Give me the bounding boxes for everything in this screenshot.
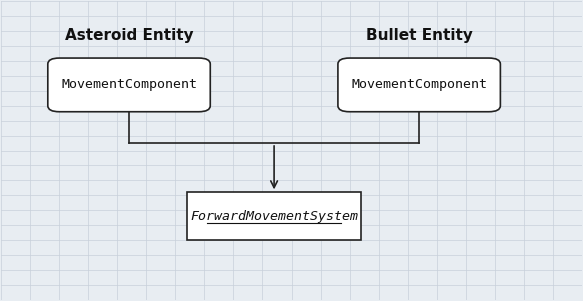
Text: Bullet Entity: Bullet Entity: [366, 28, 473, 43]
Text: ForwardMovementSystem: ForwardMovementSystem: [190, 209, 358, 223]
Text: MovementComponent: MovementComponent: [351, 78, 487, 92]
FancyBboxPatch shape: [48, 58, 210, 112]
FancyBboxPatch shape: [338, 58, 500, 112]
Text: MovementComponent: MovementComponent: [61, 78, 197, 92]
Text: Asteroid Entity: Asteroid Entity: [65, 28, 194, 43]
Bar: [187, 192, 361, 240]
